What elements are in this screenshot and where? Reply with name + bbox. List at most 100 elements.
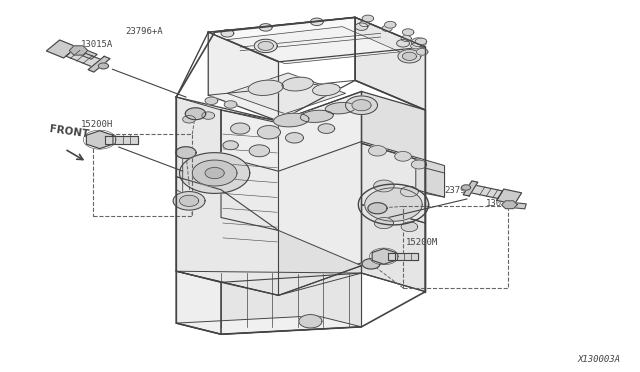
Polygon shape: [412, 160, 427, 169]
Polygon shape: [497, 189, 522, 204]
Polygon shape: [205, 167, 224, 179]
Text: 13015A: 13015A: [81, 40, 113, 49]
Polygon shape: [318, 124, 335, 134]
Polygon shape: [411, 43, 421, 49]
Polygon shape: [299, 315, 322, 328]
Polygon shape: [426, 160, 445, 197]
Polygon shape: [362, 205, 426, 292]
Polygon shape: [192, 160, 237, 186]
Polygon shape: [282, 77, 314, 91]
Polygon shape: [88, 56, 110, 72]
Polygon shape: [325, 102, 356, 114]
Polygon shape: [412, 38, 427, 46]
Polygon shape: [176, 92, 362, 295]
Polygon shape: [176, 147, 196, 158]
Polygon shape: [202, 112, 214, 119]
Polygon shape: [185, 108, 205, 120]
Polygon shape: [227, 27, 400, 64]
Polygon shape: [360, 21, 370, 27]
Polygon shape: [385, 22, 396, 28]
Polygon shape: [355, 23, 368, 31]
Polygon shape: [417, 48, 428, 55]
Polygon shape: [375, 251, 393, 262]
Polygon shape: [176, 97, 221, 190]
Text: 23796+A: 23796+A: [125, 27, 163, 36]
Polygon shape: [403, 29, 414, 36]
Polygon shape: [465, 184, 502, 199]
Polygon shape: [401, 186, 419, 197]
Polygon shape: [105, 135, 138, 144]
Text: X130003A: X130003A: [577, 355, 620, 364]
Polygon shape: [395, 151, 412, 161]
Polygon shape: [221, 110, 278, 231]
Polygon shape: [369, 145, 387, 156]
Polygon shape: [362, 259, 380, 269]
Polygon shape: [398, 49, 421, 63]
Polygon shape: [258, 41, 273, 50]
Polygon shape: [257, 126, 280, 139]
Polygon shape: [176, 316, 362, 334]
Polygon shape: [368, 203, 387, 214]
Polygon shape: [176, 149, 182, 193]
Polygon shape: [69, 46, 88, 55]
Polygon shape: [224, 101, 237, 108]
Polygon shape: [503, 202, 526, 209]
Polygon shape: [99, 63, 108, 69]
Polygon shape: [397, 39, 410, 47]
Polygon shape: [259, 24, 272, 31]
Polygon shape: [346, 96, 378, 115]
Polygon shape: [352, 100, 371, 111]
Polygon shape: [180, 153, 250, 193]
Polygon shape: [362, 92, 426, 162]
Polygon shape: [362, 15, 374, 22]
Polygon shape: [70, 46, 97, 59]
Polygon shape: [273, 113, 309, 127]
Polygon shape: [230, 123, 250, 134]
Polygon shape: [463, 181, 478, 196]
Polygon shape: [176, 266, 362, 295]
Polygon shape: [374, 180, 394, 192]
Polygon shape: [227, 73, 346, 114]
Text: FRONT: FRONT: [49, 124, 90, 140]
Polygon shape: [365, 188, 422, 221]
Polygon shape: [416, 166, 445, 197]
Text: 15200M: 15200M: [406, 238, 438, 247]
Polygon shape: [205, 97, 218, 105]
Polygon shape: [176, 177, 278, 295]
Polygon shape: [312, 84, 340, 96]
Polygon shape: [249, 145, 269, 157]
Polygon shape: [372, 248, 396, 264]
Polygon shape: [179, 195, 198, 206]
Polygon shape: [223, 141, 238, 150]
Polygon shape: [461, 185, 470, 190]
Polygon shape: [208, 17, 426, 62]
Bar: [93, 134, 192, 216]
Polygon shape: [401, 222, 418, 232]
Polygon shape: [401, 36, 412, 41]
Polygon shape: [86, 131, 113, 148]
Text: 13015A: 13015A: [486, 199, 518, 208]
Polygon shape: [66, 49, 106, 69]
Text: 23796: 23796: [445, 186, 472, 195]
Polygon shape: [221, 273, 362, 334]
Polygon shape: [300, 110, 333, 122]
Polygon shape: [362, 141, 426, 223]
Polygon shape: [254, 39, 277, 52]
Polygon shape: [310, 18, 323, 26]
Polygon shape: [403, 52, 417, 60]
Polygon shape: [278, 231, 362, 295]
Polygon shape: [415, 38, 427, 45]
Polygon shape: [388, 253, 417, 260]
Polygon shape: [362, 143, 426, 292]
Polygon shape: [47, 40, 77, 58]
Polygon shape: [355, 17, 426, 110]
Polygon shape: [221, 30, 234, 37]
Polygon shape: [382, 26, 392, 32]
Bar: [403, 206, 508, 288]
Polygon shape: [248, 80, 284, 96]
Polygon shape: [285, 133, 303, 143]
Polygon shape: [221, 92, 362, 171]
Polygon shape: [374, 218, 394, 229]
Polygon shape: [502, 201, 517, 209]
Polygon shape: [176, 271, 221, 334]
